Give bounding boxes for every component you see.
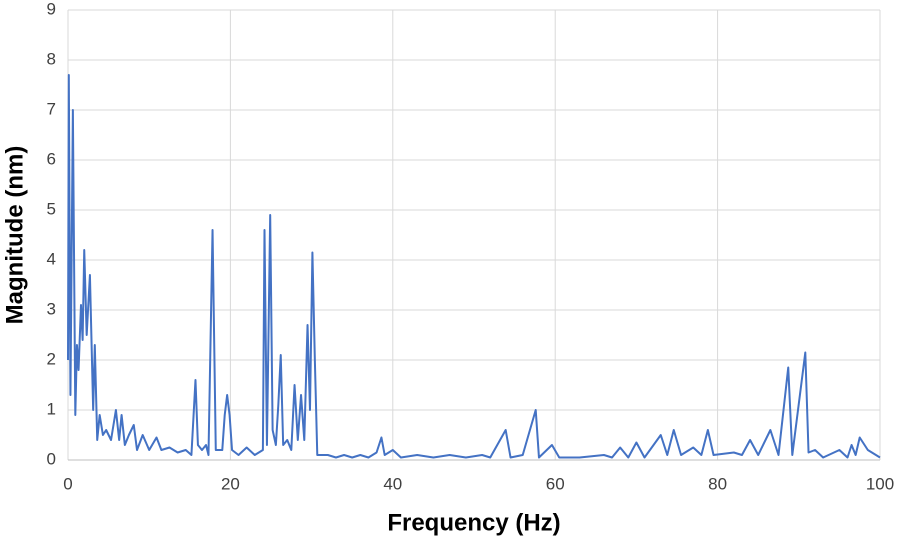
x-tick-label: 20 bbox=[221, 474, 240, 493]
x-tick-label: 40 bbox=[383, 474, 402, 493]
y-tick-label: 6 bbox=[47, 149, 56, 168]
x-tick-label: 60 bbox=[546, 474, 565, 493]
y-tick-label: 0 bbox=[47, 449, 56, 468]
y-tick-label: 4 bbox=[47, 249, 56, 268]
y-tick-label: 8 bbox=[47, 49, 56, 68]
x-tick-label: 0 bbox=[63, 474, 72, 493]
x-tick-label: 80 bbox=[708, 474, 727, 493]
x-axis-title: Frequency (Hz) bbox=[387, 509, 560, 536]
y-tick-label: 9 bbox=[47, 0, 56, 18]
x-tick-label: 100 bbox=[866, 474, 894, 493]
y-tick-label: 5 bbox=[47, 199, 56, 218]
y-tick-label: 7 bbox=[47, 99, 56, 118]
line-series bbox=[67, 74, 881, 459]
y-tick-label: 3 bbox=[47, 299, 56, 318]
y-tick-label: 2 bbox=[47, 349, 56, 368]
y-tick-label: 1 bbox=[47, 399, 56, 418]
y-axis-title: Magnitude (nm) bbox=[1, 146, 28, 325]
